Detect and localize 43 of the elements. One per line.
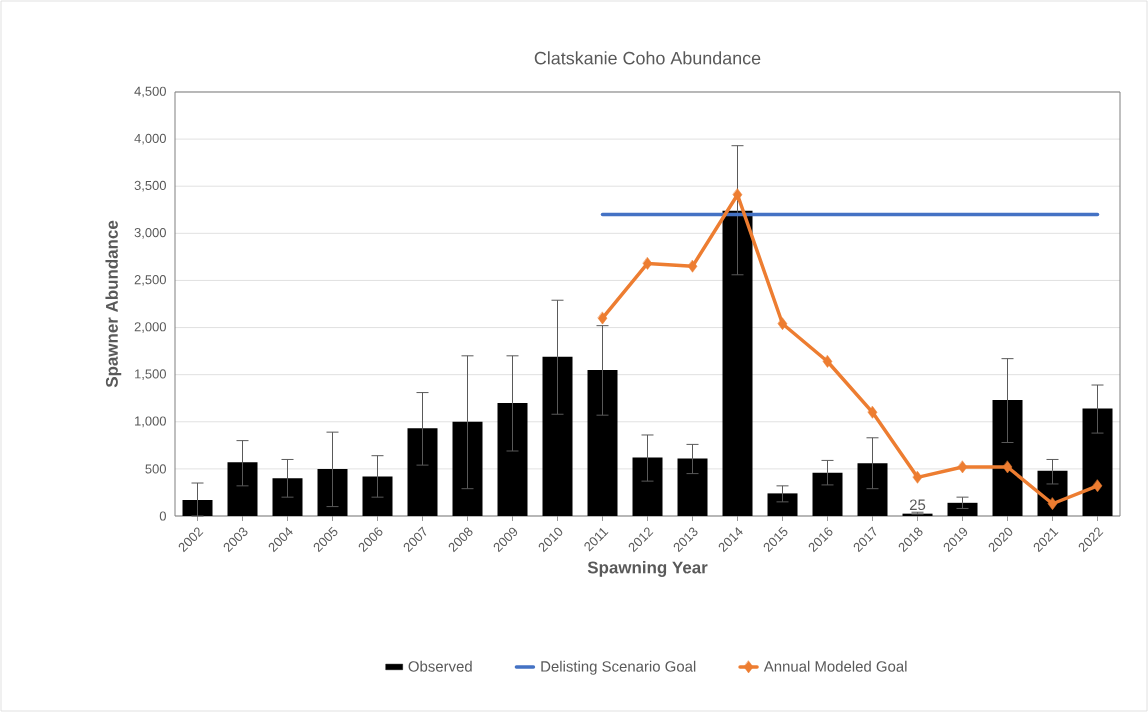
point xyxy=(687,260,698,273)
data-label: 25 xyxy=(909,499,926,511)
y-tick-label: 3,500 xyxy=(134,180,166,192)
chart-title: Clatskanie Coho Abundance xyxy=(534,51,761,65)
point xyxy=(1047,497,1058,510)
legend-label: Annual Modeled Goal xyxy=(763,660,907,672)
bar xyxy=(767,493,798,516)
point xyxy=(1092,479,1103,493)
bar xyxy=(722,210,753,516)
point xyxy=(732,188,743,201)
point xyxy=(867,406,878,419)
bar xyxy=(812,472,843,516)
bar xyxy=(1082,408,1113,516)
legend-label: Observed xyxy=(408,660,472,672)
y-tick-label: 3,000 xyxy=(134,227,166,239)
y-tick-label: 4,500 xyxy=(134,86,166,98)
y-tick-label: 500 xyxy=(145,464,166,474)
point xyxy=(777,317,788,331)
legend-label: Delisting Scenario Goal xyxy=(541,660,696,675)
y-tick-label: 0 xyxy=(159,511,166,521)
bar xyxy=(227,462,258,516)
x-axis-title: Spawning Year xyxy=(587,561,708,577)
bar xyxy=(542,356,573,516)
bar xyxy=(407,428,438,516)
point xyxy=(597,311,608,325)
bar xyxy=(677,458,708,516)
y-tick-label: 2,500 xyxy=(134,275,166,286)
y-tick-label: 2,000 xyxy=(134,322,166,333)
point xyxy=(912,471,923,484)
bar xyxy=(497,402,528,516)
bar xyxy=(272,478,303,516)
point xyxy=(1002,460,1013,474)
bar xyxy=(992,400,1023,516)
y-tick-label: 1,000 xyxy=(135,416,166,428)
y-tick-label: 4,000 xyxy=(134,133,166,145)
bar xyxy=(632,457,663,516)
bar xyxy=(587,369,618,516)
y-tick-label: 1,500 xyxy=(135,369,166,381)
bar xyxy=(947,502,978,516)
point xyxy=(822,355,833,368)
point xyxy=(957,460,968,474)
y-axis-title: Spawner Abundance xyxy=(105,220,122,388)
bar xyxy=(857,463,888,516)
